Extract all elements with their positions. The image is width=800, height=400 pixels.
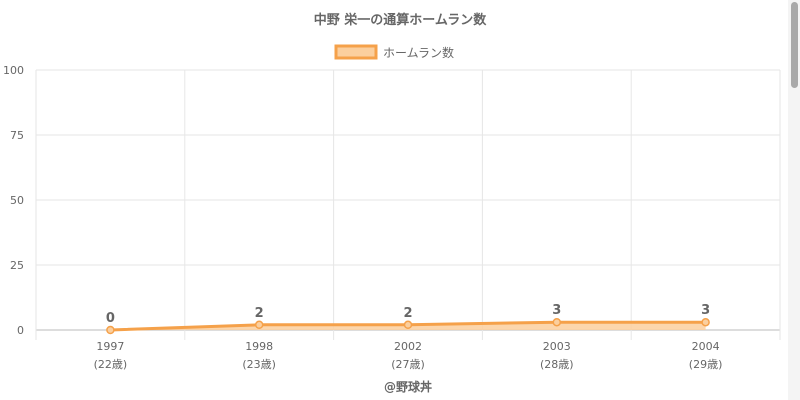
footer-credit: @野球丼 [384,379,432,394]
y-tick-label: 50 [10,194,24,207]
x-tick-label: 2002 [394,340,422,353]
x-tick-sublabel: (27歳) [391,358,425,371]
data-point[interactable] [106,325,115,335]
data-label: 2 [403,306,412,321]
data-point[interactable] [701,317,710,327]
legend-label: ホームラン数 [383,45,454,60]
x-tick-sublabel: (28歳) [540,358,574,371]
data-label: 2 [255,306,264,321]
x-tick-sublabel: (29歳) [689,358,723,371]
data-point[interactable] [403,320,413,330]
series-line [106,317,710,335]
legend-swatch [334,44,378,60]
scrollbar[interactable] [788,0,800,400]
y-tick-label: 25 [10,259,24,272]
x-tick-label: 2004 [692,340,720,353]
data-labels: 0 2 2 3 3 [106,303,710,326]
data-label: 0 [106,311,115,326]
grid [35,69,781,340]
data-label: 3 [552,303,561,318]
data-label: 3 [701,303,710,318]
scrollbar-thumb[interactable] [791,2,798,88]
x-tick-label: 2003 [543,340,571,353]
y-tick-label: 0 [17,324,24,337]
data-point[interactable] [254,320,264,330]
legend[interactable]: ホームラン数 [334,44,454,60]
x-tick-sublabel: (23歳) [242,358,276,371]
x-tick-label: 1997 [96,340,124,353]
x-tick-label: 1998 [245,340,273,353]
x-axis: 1997 (22歳) 1998 (23歳) 2002 (27歳) 2003 (28歳) 2004… [94,340,723,371]
x-tick-sublabel: (22歳) [94,358,128,371]
y-tick-label: 100 [3,64,24,77]
y-axis: 0 25 50 75 100 [3,64,24,337]
data-point[interactable] [552,317,562,327]
chart-title: 中野 栄一の通算ホームラン数 [314,12,487,28]
y-tick-label: 75 [10,129,24,142]
